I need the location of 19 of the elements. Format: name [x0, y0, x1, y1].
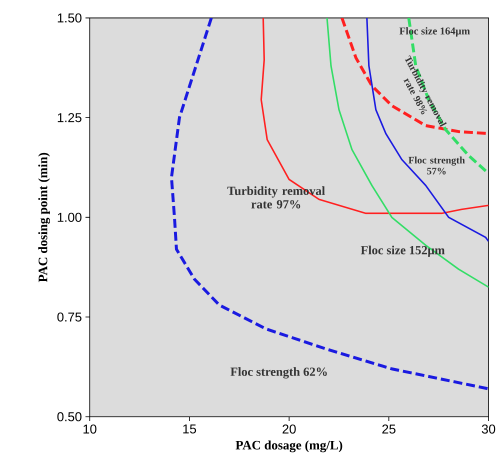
x-tick-label: 25 — [382, 424, 396, 434]
y-axis-title: PAC dosing point (min) — [38, 153, 50, 282]
y-tick-label: 1.25 — [58, 113, 82, 122]
y-tick-label: 0.75 — [57, 312, 82, 322]
annotation: Floc strength 57% — [408, 156, 465, 175]
line-series — [326, 18, 489, 288]
line-series — [340, 18, 489, 136]
x-tick-label: 30 — [482, 424, 496, 434]
y-tick-label: 0.50 — [57, 412, 82, 422]
line-series — [366, 18, 489, 242]
x-axis-title: PAC dosage (mg/L) — [236, 440, 342, 452]
annotation: Floc size 164μm — [399, 27, 470, 37]
x-tick-label: 20 — [282, 424, 296, 434]
annotation: Floc strength 62% — [230, 367, 327, 379]
line-series — [170, 18, 489, 391]
x-tick-label: 15 — [183, 424, 196, 434]
y-tick-label: 1.00 — [58, 212, 82, 222]
x-tick-label: 10 — [84, 424, 96, 434]
y-tick-label: 1.50 — [58, 14, 82, 23]
